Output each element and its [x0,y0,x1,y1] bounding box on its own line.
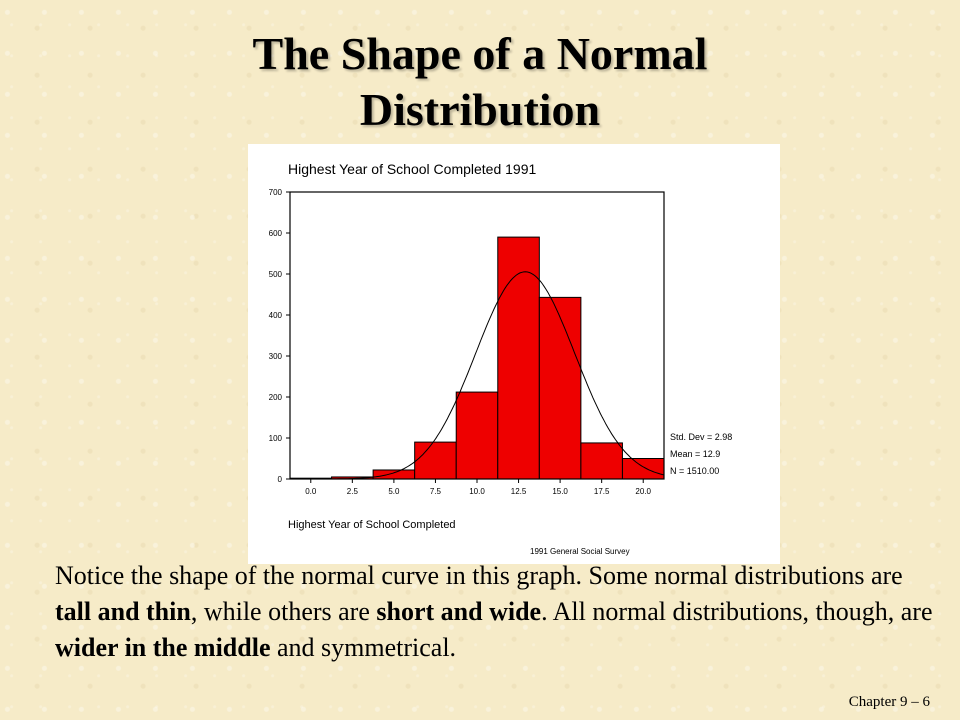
y-tick-label: 0 [278,475,283,484]
slide-title-line-2: Distribution [359,84,601,135]
histogram-bar [497,236,540,480]
body-text-4: and symmetrical. [270,633,457,662]
stat-label: N = 1510.00 [670,466,719,476]
body-text-2: , while others are [190,597,377,626]
histogram-bar [580,442,623,480]
body-text-3: . All normal distributions, though, are [541,597,933,626]
histogram-bar [372,469,416,480]
chart-title: Highest Year of School Completed 1991 [288,161,536,177]
x-tick-label: 0.0 [305,487,317,496]
body-text-1: Notice the shape of the normal curve in … [55,561,903,590]
histogram-chart: Highest Year of School Completed 1991 0 10… [248,144,780,564]
y-tick-label: 700 [269,188,283,197]
x-tick-label: 5.0 [388,487,400,496]
x-tick-label: 17.5 [594,487,610,496]
y-tick-label: 300 [269,352,283,361]
slide-title-line-1: The Shape of a Normal [252,28,708,79]
x-axis-label: Highest Year of School Completed [288,519,456,531]
body-paragraph: Notice the shape of the normal curve in … [55,558,935,666]
histogram-svg: Highest Year of School Completed 1991 0 10… [269,161,733,556]
y-tick-label: 200 [269,393,283,402]
y-tick-label: 500 [269,270,283,279]
x-tick-label: 12.5 [511,487,527,496]
histogram-bar [414,441,457,480]
x-tick-label: 7.5 [430,487,442,496]
stat-label: Std. Dev = 2.98 [670,432,732,442]
stat-label: Mean = 12.9 [670,449,720,459]
histogram-bar [455,391,499,480]
y-tick-label: 400 [269,311,283,320]
y-tick-label: 100 [269,434,283,443]
x-tick-label: 15.0 [552,487,568,496]
histogram-bar [538,296,582,480]
normal-curve [290,271,665,480]
x-tick-label: 20.0 [635,487,651,496]
chart-source: 1991 General Social Survey [530,547,630,556]
y-tick-label: 600 [269,229,283,238]
emphasis-short-and-wide: short and wide [376,597,542,626]
emphasis-tall-and-thin: tall and thin [55,597,191,626]
histogram-bar [621,458,665,480]
slide-title: The Shape of a Normal Distribution [0,26,960,138]
x-tick-label: 2.5 [347,487,359,496]
emphasis-wider-in-middle: wider in the middle [55,633,271,662]
slide-footer: Chapter 9 – 6 [848,694,930,710]
x-tick-label: 10.0 [469,487,485,496]
